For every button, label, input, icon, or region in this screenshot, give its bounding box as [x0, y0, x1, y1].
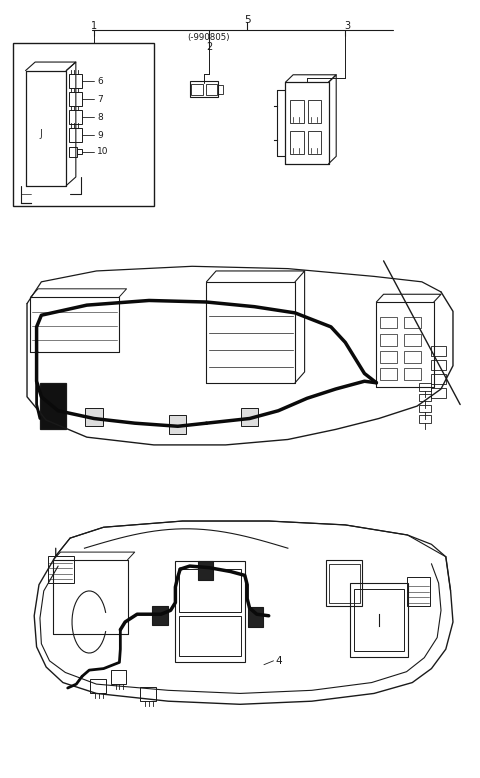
Bar — [248, 607, 264, 626]
Bar — [190, 82, 218, 97]
Bar — [354, 590, 404, 650]
Bar — [169, 415, 186, 434]
Bar — [420, 383, 432, 391]
Bar — [380, 368, 397, 380]
Bar — [404, 351, 421, 363]
Bar — [69, 75, 82, 89]
Text: 3: 3 — [345, 20, 351, 30]
Bar — [218, 85, 223, 94]
Bar — [407, 577, 431, 607]
Bar — [404, 317, 421, 328]
Bar — [153, 606, 168, 625]
Text: 7: 7 — [97, 95, 103, 103]
Text: 8: 8 — [97, 113, 103, 121]
Text: 10: 10 — [97, 147, 109, 156]
Bar — [40, 383, 66, 429]
Bar — [69, 147, 77, 157]
Text: 2: 2 — [206, 41, 212, 51]
Text: J: J — [40, 129, 42, 138]
Bar — [432, 360, 446, 370]
Bar — [12, 44, 154, 206]
Text: (-990805): (-990805) — [188, 33, 230, 42]
Bar — [380, 317, 397, 328]
Text: 6: 6 — [97, 77, 103, 86]
Bar — [90, 679, 106, 693]
Bar — [308, 131, 322, 155]
Bar — [380, 351, 397, 363]
Bar — [205, 84, 217, 95]
Text: 9: 9 — [97, 131, 103, 139]
Bar — [48, 556, 74, 584]
Bar — [420, 415, 432, 423]
Text: 1: 1 — [91, 20, 97, 30]
Bar — [191, 84, 203, 95]
Text: 5: 5 — [244, 15, 251, 25]
Bar — [290, 131, 304, 155]
Bar — [404, 368, 421, 380]
Bar — [432, 374, 446, 384]
Bar — [198, 561, 213, 580]
Bar — [350, 584, 408, 657]
Bar — [111, 670, 126, 684]
Bar — [179, 615, 241, 656]
Bar — [420, 394, 432, 401]
Bar — [432, 388, 446, 398]
Bar — [432, 346, 446, 356]
Text: 4: 4 — [276, 656, 283, 666]
Bar — [179, 569, 241, 612]
Bar — [328, 564, 360, 603]
Bar — [69, 93, 82, 107]
Bar — [85, 408, 103, 426]
Bar — [77, 149, 82, 155]
Bar — [420, 405, 432, 412]
Bar — [141, 687, 156, 701]
Bar — [69, 110, 82, 124]
Bar — [380, 334, 397, 345]
Bar — [404, 334, 421, 345]
Bar — [175, 562, 245, 662]
Bar — [290, 100, 304, 124]
Bar — [241, 408, 258, 426]
Bar — [308, 100, 322, 124]
Bar — [69, 128, 82, 142]
Bar — [326, 560, 362, 607]
